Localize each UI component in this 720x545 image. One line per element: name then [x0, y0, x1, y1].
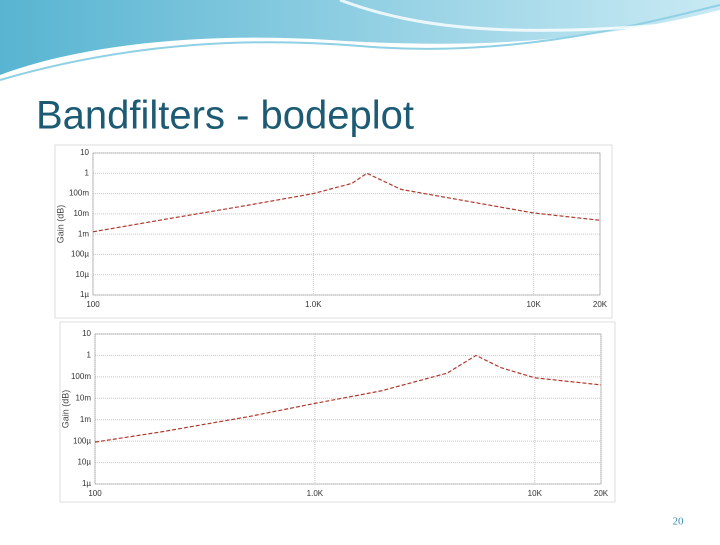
y-tick-label: 1m: [78, 229, 89, 238]
y-tick-label: 10: [82, 329, 91, 338]
y-tick-label: 10µ: [77, 458, 91, 467]
x-tick-label: 20K: [594, 489, 609, 498]
x-tick-label: 100: [88, 489, 102, 498]
y-axis-label: Gain (dB): [55, 205, 65, 244]
y-tick-label: 100µ: [73, 436, 91, 445]
plot-frame: [54, 144, 613, 319]
plot-frame: [59, 321, 616, 503]
x-tick-label: 100: [86, 300, 100, 309]
gain-curve: [94, 354, 602, 443]
page-number: 20: [673, 516, 685, 528]
header-line: [339, 0, 720, 32]
x-tick-label: 20K: [593, 300, 608, 309]
y-tick-label: 1: [85, 168, 90, 177]
y-tick-label: 100m: [71, 372, 91, 381]
x-tick-label: 10K: [528, 489, 543, 498]
plot-area: [92, 152, 601, 296]
y-tick-label: 1: [87, 351, 92, 360]
header-wave: [0, 0, 720, 75]
y-tick-label: 100µ: [71, 250, 89, 259]
y-tick-label: 1µ: [80, 290, 89, 299]
y-tick-label: 10m: [75, 393, 91, 402]
y-tick-label: 1µ: [82, 479, 91, 488]
plot-area: [94, 333, 602, 485]
x-tick-label: 1.0K: [307, 489, 324, 498]
slide-title: Bandfilters - bodeplot: [36, 94, 414, 138]
x-tick-label: 1.0K: [305, 300, 322, 309]
y-tick-label: 10: [80, 148, 89, 157]
y-axis-label: Gain (dB): [60, 390, 70, 429]
y-tick-label: 100m: [69, 189, 89, 198]
gain-curve: [92, 172, 601, 233]
y-tick-label: 10µ: [75, 270, 89, 279]
y-tick-label: 10m: [73, 209, 89, 218]
y-tick-label: 1m: [80, 415, 91, 424]
x-tick-label: 10K: [527, 300, 542, 309]
